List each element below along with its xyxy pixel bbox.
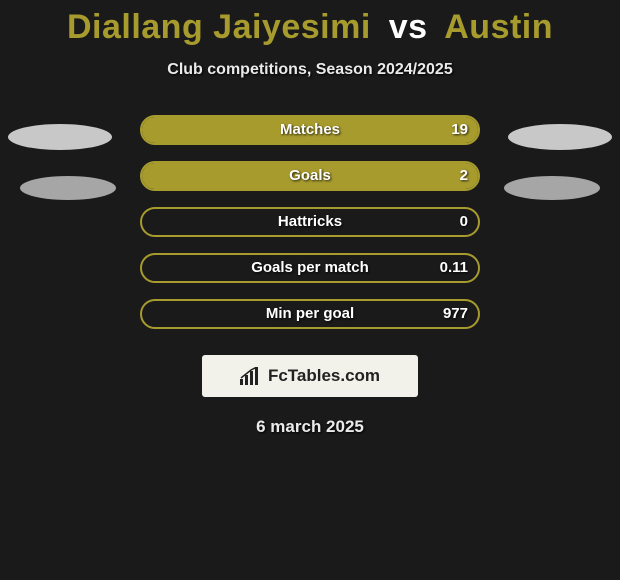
comparison-card: Diallang Jaiyesimi vs Austin Club compet… — [0, 0, 620, 580]
stat-label: Goals per match — [142, 255, 478, 281]
stat-value-right: 2 — [460, 163, 468, 189]
stats-section: Matches19 Goals2 Hattricks0 Goals per match… — [0, 107, 620, 337]
stat-bar: Goals2 — [140, 161, 480, 191]
stat-label: Goals — [142, 163, 478, 189]
stat-label: Matches — [142, 117, 478, 143]
brand-text: FcTables.com — [268, 366, 380, 386]
stat-label: Min per goal — [142, 301, 478, 327]
date-text: 6 march 2025 — [0, 417, 620, 437]
stat-row: Goals per match0.11 — [0, 245, 620, 291]
stat-row: Matches19 — [0, 107, 620, 153]
stat-value-right: 0 — [460, 209, 468, 235]
player1-name: Diallang Jaiyesimi — [67, 8, 371, 46]
stat-value-right: 0.11 — [440, 255, 468, 281]
stat-label: Hattricks — [142, 209, 478, 235]
stat-row: Min per goal977 — [0, 291, 620, 337]
stat-bar: Hattricks0 — [140, 207, 480, 237]
stat-bar: Min per goal977 — [140, 299, 480, 329]
stat-row: Goals2 — [0, 153, 620, 199]
chart-icon — [240, 367, 262, 385]
page-title: Diallang Jaiyesimi vs Austin — [0, 0, 620, 47]
vs-separator: vs — [389, 8, 428, 46]
stat-value-right: 977 — [443, 301, 468, 327]
stat-bar: Matches19 — [140, 115, 480, 145]
brand-badge: FcTables.com — [202, 355, 418, 397]
stat-row: Hattricks0 — [0, 199, 620, 245]
stat-bar: Goals per match0.11 — [140, 253, 480, 283]
player2-name: Austin — [444, 8, 553, 46]
subtitle: Club competitions, Season 2024/2025 — [0, 61, 620, 79]
stat-value-right: 19 — [451, 117, 468, 143]
